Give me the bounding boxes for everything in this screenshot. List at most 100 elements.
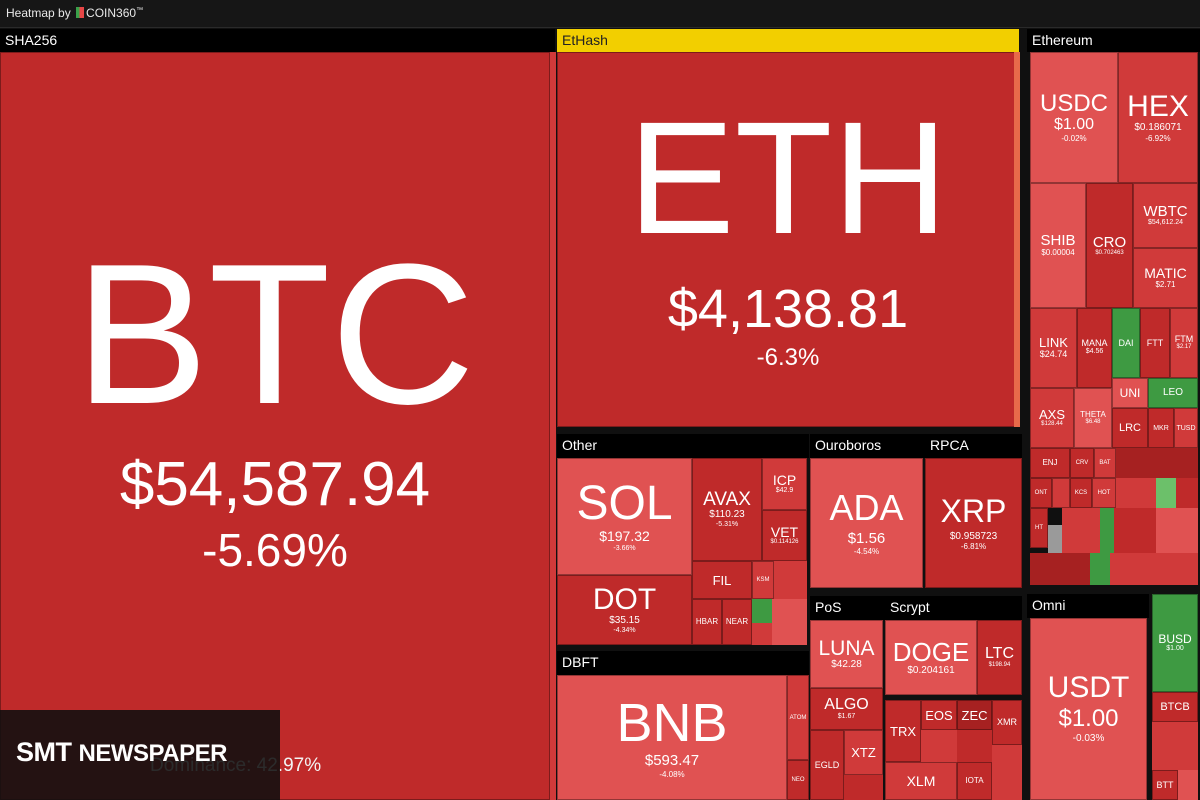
tile-link[interactable]: LINK $24.74 [1030,308,1077,388]
tile-ksm[interactable]: KSM [752,561,774,599]
tile-trx[interactable]: TRX [885,700,921,762]
coin-symbol: BTT [1156,779,1174,790]
group-header-ethereum[interactable]: Ethereum [1027,29,1200,52]
tile-xmr[interactable]: XMR [992,700,1022,745]
tile-hbar[interactable]: HBAR [692,599,722,645]
tile-ada[interactable]: ADA $1.56 -4.54% [810,458,923,588]
tile-eth[interactable]: ETH $4,138.81 -6.3% [557,52,1019,427]
tile-right-small-2[interactable] [1178,770,1198,800]
tile-xrp[interactable]: XRP $0.958723 -6.81% [925,458,1022,588]
tile-ht[interactable]: HT [1030,508,1048,548]
group-header-rpca[interactable]: RPCA [925,434,1022,458]
tile-scrypt-small-2[interactable] [957,730,992,762]
tile-other-small-4[interactable] [752,623,772,645]
coin-symbol: THETA [1080,409,1106,419]
tile-ethereum-small-8[interactable] [1100,508,1114,553]
group-header-omni[interactable]: Omni [1027,594,1149,618]
tile-ethereum-small-9[interactable] [1114,508,1156,553]
tile-xlm[interactable]: XLM [885,762,957,800]
tile-near[interactable]: NEAR [722,599,752,645]
tile-xtz[interactable]: XTZ [844,730,883,775]
tile-shib[interactable]: SHIB $0.00004 [1030,183,1086,308]
tile-btc[interactable]: BTC $54,587.94 -5.69% [0,52,550,800]
tile-eos[interactable]: EOS [921,700,957,730]
tile-doge[interactable]: DOGE $0.204161 [885,620,977,695]
tile-ftt[interactable]: FTT [1140,308,1170,378]
tile-other-small-2[interactable] [752,599,772,623]
tile-btt[interactable]: BTT [1152,770,1178,800]
tile-enj[interactable]: ENJ [1030,448,1070,478]
tile-icp[interactable]: ICP $42.9 [762,458,807,510]
tile-ethereum-small-13[interactable] [1110,553,1198,585]
tile-ethereum-small-11[interactable] [1030,553,1090,585]
tile-ethereum-small-5[interactable] [1176,478,1198,508]
tile-ftm[interactable]: FTM $2.17 [1170,308,1198,378]
group-header-scrypt[interactable]: Scrypt [885,596,1022,620]
group-header-pos[interactable]: PoS [810,596,885,620]
group-header-dbft[interactable]: DBFT [557,651,809,675]
tile-uni[interactable]: UNI [1112,378,1148,408]
tile-axs[interactable]: AXS $128.44 [1030,388,1074,448]
group-header-ouroboros[interactable]: Ouroboros [810,434,925,458]
group-header-ethash[interactable]: EtHash [557,29,1019,52]
tile-right-small-1[interactable] [1152,722,1198,770]
tile-ethereum-small-10[interactable] [1156,508,1198,553]
tile-ont[interactable]: ONT [1030,478,1052,508]
group-header-sha256[interactable]: SHA256 [0,29,555,52]
tile-hex[interactable]: HEX $0.186071 -6.92% [1118,52,1198,183]
tile-busd[interactable]: BUSD $1.00 [1152,594,1198,692]
tile-other-small-3[interactable] [772,599,807,645]
tile-sol[interactable]: SOL $197.32 -3.66% [557,458,692,575]
tile-kcs[interactable]: KCS [1070,478,1092,508]
tile-scrypt-small-3[interactable] [992,745,1022,800]
tile-ltc[interactable]: LTC $198.94 [977,620,1022,695]
tile-matic[interactable]: MATIC $2.71 [1133,248,1198,308]
tile-ethereum-small-3[interactable] [1116,478,1156,508]
tile-lrc[interactable]: LRC [1112,408,1148,448]
tile-vet[interactable]: VET $0.114126 [762,510,807,561]
tile-zec[interactable]: ZEC [957,700,992,730]
tile-bat[interactable]: BAT [1094,448,1116,478]
tile-luna[interactable]: LUNA $42.28 [810,620,883,688]
tile-ethash-minor[interactable] [1014,52,1020,427]
tile-mkr[interactable]: MKR [1148,408,1174,448]
tile-theta[interactable]: THETA $6.48 [1074,388,1112,448]
tile-ethereum-small-4[interactable] [1156,478,1176,508]
tile-wbtc[interactable]: WBTC $54,612.24 [1133,183,1198,248]
tile-algo[interactable]: ALGO $1.67 [810,688,883,730]
tile-hot[interactable]: HOT [1092,478,1116,508]
tile-ethereum-small-6[interactable] [1048,525,1062,553]
tile-egld[interactable]: EGLD [810,730,844,800]
tile-crv[interactable]: CRV [1070,448,1094,478]
tile-bnb[interactable]: BNB $593.47 -4.08% [557,675,787,800]
tile-ethereum-small-1[interactable] [1116,448,1198,478]
tile-scrypt-small-1[interactable] [921,730,957,762]
coin-price: $0.958723 [949,530,998,542]
tile-usdt[interactable]: USDT $1.00 -0.03% [1030,618,1147,800]
tile-sha256-minor[interactable] [550,52,556,800]
tile-neo[interactable]: NEO [787,760,809,800]
tile-usdc[interactable]: USDC $1.00 -0.02% [1030,52,1118,183]
tile-ethereum-small-7[interactable] [1062,508,1100,553]
coin-change: -6.3% [756,343,820,371]
tile-btcb[interactable]: BTCB [1152,692,1198,722]
tile-atom[interactable]: ATOM [787,675,809,760]
coin-symbol: CRO [1092,233,1127,251]
tile-leo[interactable]: LEO [1148,378,1198,408]
tile-cro[interactable]: CRO $0.702463 [1086,183,1133,308]
tile-fil[interactable]: FIL [692,561,752,599]
tile-ethereum-small-12[interactable] [1090,553,1110,585]
coin-symbol: FTM [1174,334,1194,345]
tile-pos-small-1[interactable] [844,775,883,800]
tile-dai[interactable]: DAI [1112,308,1140,378]
tile-tusd[interactable]: TUSD [1174,408,1198,448]
coin-price: $1.67 [837,712,856,720]
tile-mana[interactable]: MANA $4.56 [1077,308,1112,388]
group-header-other[interactable]: Other [557,434,809,458]
tile-avax[interactable]: AVAX $110.23 -5.31% [692,458,762,561]
tile-other-small-1[interactable] [774,561,807,599]
tile-dot[interactable]: DOT $35.15 -4.34% [557,575,692,645]
tile-ethereum-small-2[interactable] [1052,478,1070,508]
brand-name[interactable]: COIN360 [86,6,137,20]
tile-iota[interactable]: IOTA [957,762,992,800]
